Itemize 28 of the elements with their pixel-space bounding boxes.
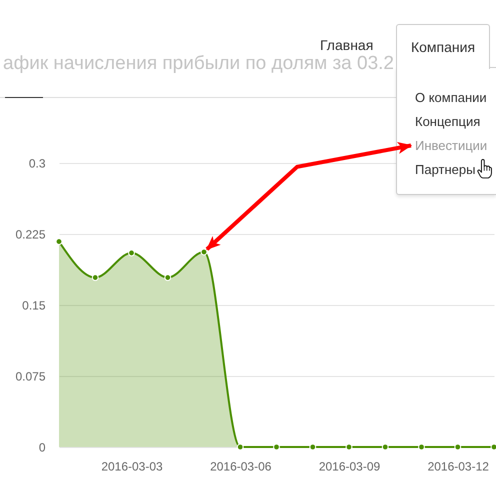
y-tick-label: 0.075 (15, 370, 46, 384)
annotation: Партнеры (415, 162, 476, 177)
point (346, 444, 352, 450)
x-tick-label: 2016-03-09 (318, 460, 381, 474)
point (200, 248, 208, 256)
point (418, 444, 425, 450)
y-tick-label: 0.3 (28, 156, 46, 170)
y-tick-label: 0.225 (15, 228, 46, 242)
point (382, 444, 389, 450)
point (236, 444, 244, 450)
annotation: Инвестиции (415, 138, 488, 153)
point (128, 250, 135, 256)
point (164, 274, 172, 281)
point (273, 444, 280, 450)
chart-title: афик начисления прибыли по долям за 03.2 (3, 53, 394, 74)
menu-tab: Компания (396, 24, 490, 69)
point (454, 444, 462, 450)
point (92, 274, 99, 281)
point (56, 238, 62, 245)
point (490, 444, 496, 450)
point (309, 444, 316, 450)
y-tick-label: 0 (38, 440, 46, 454)
x-tick-label: 2016-03-12 (428, 460, 490, 474)
x-tick-label: 2016-03-03 (101, 460, 164, 474)
dropdown-menu: О компании Концепция Инвестиции Партнеры (396, 67, 496, 195)
x-tick-label: 2016-03-06 (210, 460, 272, 474)
text: Главная (320, 37, 374, 53)
y-tick-label: 0.15 (22, 298, 46, 312)
